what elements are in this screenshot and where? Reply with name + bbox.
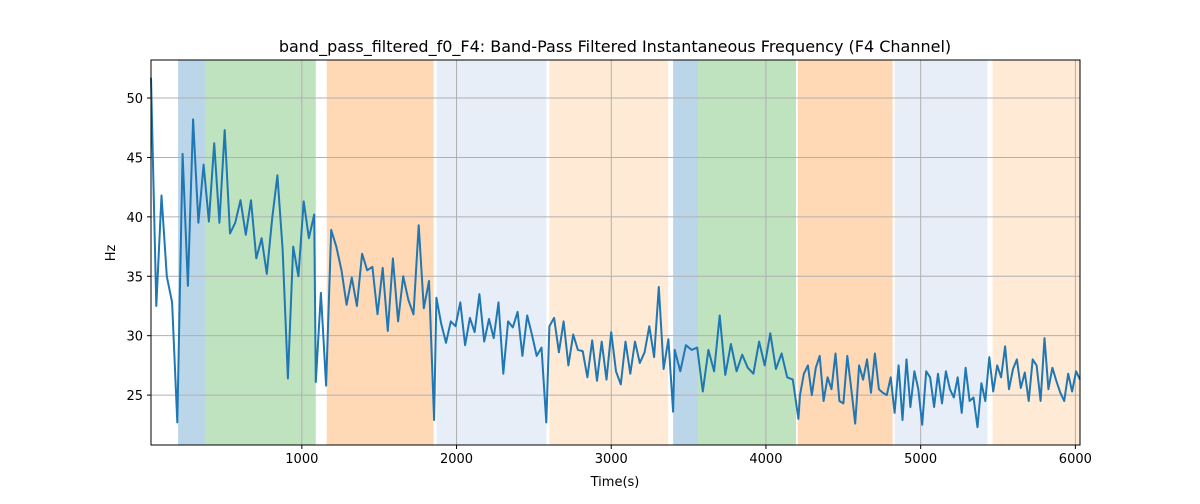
shaded-span-4: [549, 60, 669, 445]
plot-frame: [150, 59, 1081, 446]
shaded-span-1: [204, 60, 316, 445]
x-tick-label: 4000: [749, 452, 782, 467]
y-axis-label: Hz: [104, 245, 119, 262]
x-tick-label: 1000: [285, 452, 318, 467]
x-tick-label: 6000: [1059, 452, 1092, 467]
y-tick-label: 35: [126, 270, 143, 285]
shaded-span-9: [992, 60, 1080, 445]
x-tick-label: 2000: [440, 452, 473, 467]
x-tick-label: 3000: [595, 452, 628, 467]
y-tick-label: 45: [126, 151, 143, 166]
chart-title: band_pass_filtered_f0_F4: Band-Pass Filt…: [279, 37, 951, 57]
y-tick-label: 30: [126, 330, 143, 345]
shaded-span-2: [326, 60, 434, 445]
shaded-span-0: [178, 60, 205, 445]
y-tick-label: 25: [126, 389, 143, 404]
shaded-span-5: [673, 60, 699, 445]
shaded-span-3: [436, 60, 547, 445]
y-tick-label: 50: [126, 92, 143, 107]
x-tick-label: 5000: [904, 452, 937, 467]
shaded-span-8: [894, 60, 988, 445]
series-line: [150, 77, 1081, 429]
shaded-span-6: [698, 60, 796, 445]
y-tick-label: 40: [126, 211, 143, 226]
x-axis-label: Time(s): [590, 475, 640, 490]
